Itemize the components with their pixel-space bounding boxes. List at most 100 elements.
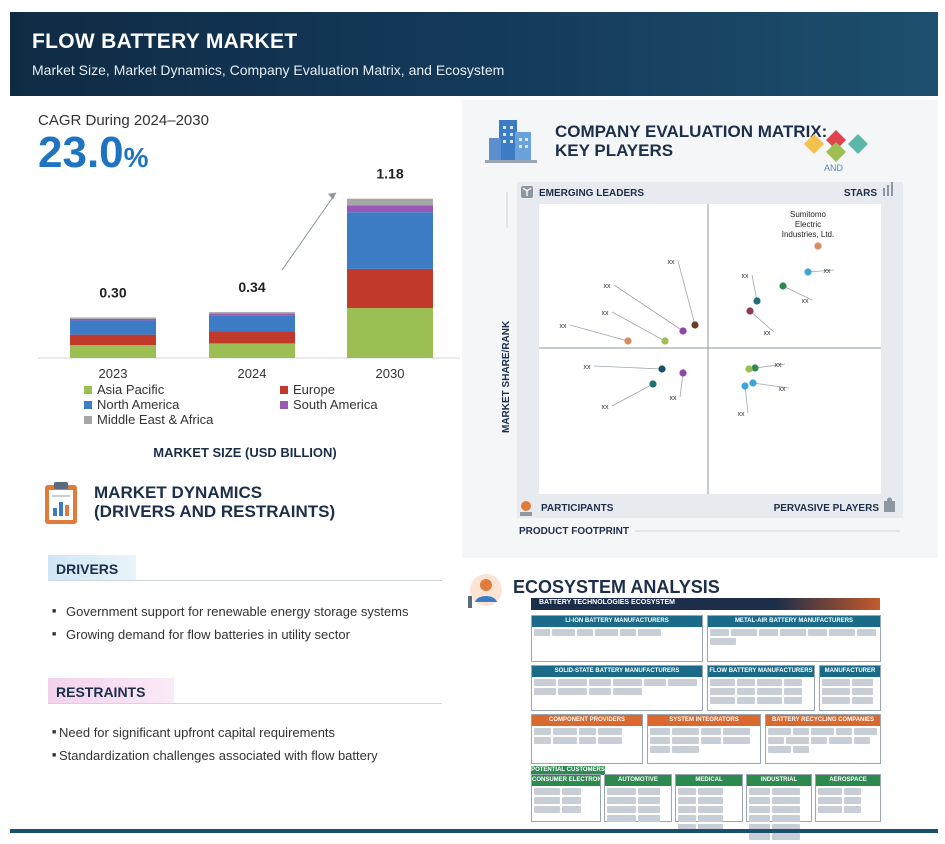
leader-line	[611, 383, 654, 407]
quadrant-label-emerging-leaders: EMERGING LEADERS	[539, 188, 644, 199]
eco-group-caption: LI-ION BATTERY MANUFACTURERS	[532, 616, 702, 627]
eco-logo-grid	[766, 726, 880, 755]
company-logo	[818, 806, 842, 813]
driver-item: Growing demand for flow batteries in uti…	[52, 627, 409, 642]
company-logo	[678, 788, 696, 795]
company-label: xx	[668, 259, 676, 266]
bar-segment	[347, 268, 433, 309]
company-logo	[710, 697, 735, 704]
eco-group-caption: FLOW BATTERY MANUFACTURERS	[708, 666, 814, 677]
company-logo	[579, 737, 596, 744]
eco-group-caption: INDUSTRIAL	[747, 775, 811, 786]
eco-group-caption: MANUFACTURER	[820, 666, 880, 677]
chart-x-label: MARKET SIZE (USD BILLION)	[153, 445, 337, 460]
highlight-company-line3: Industries, Ltd.	[782, 230, 834, 239]
company-logo	[852, 697, 873, 704]
company-point	[661, 337, 669, 345]
eco-logo-grid	[532, 627, 702, 638]
leader-line	[611, 311, 666, 342]
ecosystem-person-icon	[468, 574, 502, 608]
legend-item: North America	[84, 397, 179, 412]
company-logo	[793, 746, 809, 753]
dynamics-title-line2: (DRIVERS AND RESTRAINTS)	[94, 502, 336, 521]
company-point	[741, 382, 749, 390]
company-logo	[780, 629, 806, 636]
company-logo	[852, 688, 873, 695]
company-logo	[786, 737, 809, 744]
company-point	[624, 337, 632, 345]
company-logo	[668, 679, 697, 686]
eco-logo-grid	[676, 786, 742, 833]
bar-segment	[209, 313, 295, 316]
company-point	[649, 380, 657, 388]
company-point	[679, 369, 687, 377]
bar-segment	[209, 343, 295, 358]
legend-swatch	[280, 400, 288, 409]
company-logo	[772, 815, 800, 822]
company-logo	[811, 737, 827, 744]
company-label: xx	[779, 386, 787, 393]
company-logo	[595, 629, 618, 636]
eco-group-caption: SOLID-STATE BATTERY MANUFACTURERS	[532, 666, 702, 677]
company-logo	[562, 788, 581, 795]
bar-segment	[347, 212, 433, 269]
company-logo	[701, 728, 721, 735]
company-logo	[607, 806, 636, 813]
company-logo	[749, 833, 770, 840]
highlight-company-line1: Sumitomo	[790, 210, 827, 219]
drivers-tab: DRIVERS	[48, 555, 136, 581]
legend-swatch	[84, 385, 92, 394]
company-logo	[534, 679, 556, 686]
leader-line	[677, 260, 696, 326]
company-logo	[534, 797, 560, 804]
company-logo	[638, 806, 660, 813]
company-logo	[844, 788, 861, 795]
company-logo	[772, 797, 800, 804]
header-banner: FLOW BATTERY MARKET Market Size, Market …	[10, 12, 938, 96]
bar-total-label: 1.18	[376, 166, 403, 182]
matrix-title-line2: KEY PLAYERS	[555, 141, 674, 160]
company-logo	[678, 797, 696, 804]
legend-swatch	[84, 400, 92, 409]
ecosystem-banner: BATTERY TECHNOLOGIES ECOSYSTEM	[531, 598, 880, 610]
company-logo	[822, 688, 850, 695]
company-logo	[598, 728, 622, 735]
company-logo	[534, 737, 551, 744]
company-logo	[638, 797, 660, 804]
company-logo	[672, 746, 699, 753]
legend-label: South America	[293, 397, 378, 412]
matrix-title: COMPANY EVALUATION MATRIX: KEY PLAYERS	[555, 122, 827, 160]
company-logo	[811, 728, 834, 735]
company-logo	[638, 815, 660, 822]
company-evaluation-matrix: MARKET SHARE/RANK PRODUCT FOOTPRINT EMER…	[501, 182, 903, 537]
quadrant-label-participants: PARTICIPANTS	[541, 503, 614, 514]
legend-label: Asia Pacific	[97, 382, 165, 397]
company-logo	[553, 728, 577, 735]
company-point	[814, 242, 822, 250]
leader-line	[569, 324, 629, 342]
company-label: xx	[742, 273, 750, 280]
company-logo	[772, 788, 800, 795]
company-logo	[772, 806, 800, 813]
leader-line	[807, 269, 835, 273]
eco-logo-grid	[820, 677, 880, 706]
company-point	[751, 364, 759, 372]
legend-swatch	[84, 415, 92, 424]
eco-group-aerospace: AEROSPACE	[815, 774, 881, 822]
legend-item: South America	[280, 397, 378, 412]
diamonds-logo-icon	[804, 130, 868, 162]
company-logo	[808, 629, 827, 636]
company-label: xx	[764, 330, 772, 337]
company-logo	[822, 697, 850, 704]
company-logo	[534, 806, 560, 813]
company-logo	[759, 629, 778, 636]
buildings-icon	[485, 120, 537, 163]
restraints-list: Need for significant upfront capital req…	[52, 725, 378, 771]
dynamics-title: MARKET DYNAMICS (DRIVERS AND RESTRAINTS)	[94, 483, 335, 521]
company-point	[749, 379, 757, 387]
leader-line	[593, 365, 663, 370]
company-logo	[818, 788, 842, 795]
legend-item: Europe	[280, 382, 335, 397]
company-logo	[772, 833, 800, 840]
matrix-y-axis-label: MARKET SHARE/RANK	[501, 320, 512, 433]
